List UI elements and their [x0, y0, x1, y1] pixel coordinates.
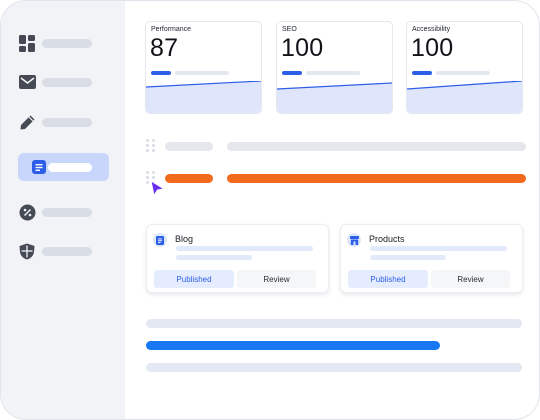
sidebar-label-placeholder	[42, 117, 92, 127]
sidebar-item-edit[interactable]	[18, 108, 109, 136]
metric-trend-graph	[146, 81, 261, 113]
sidebar-item-pages[interactable]	[18, 153, 109, 181]
sidebar-label-placeholder	[42, 246, 92, 256]
document-icon	[153, 233, 167, 247]
metric-trend-graph	[277, 82, 392, 113]
task-card-products[interactable]: Products Published Review	[340, 224, 523, 293]
metric-value: 87	[150, 34, 179, 62]
drag-handle-icon[interactable]	[146, 139, 158, 153]
metric-indicator	[151, 71, 171, 75]
metric-caption-placeholder	[175, 71, 229, 75]
badge-percent-icon	[18, 203, 36, 221]
sidebar-label-placeholder	[42, 38, 92, 48]
metric-value: 100	[281, 34, 324, 62]
task-description-placeholder	[370, 255, 446, 260]
task-card-blog[interactable]: Blog Published Review	[146, 224, 329, 293]
metric-indicator	[412, 71, 432, 75]
published-button[interactable]: Published	[154, 270, 234, 288]
sidebar-item-discounts[interactable]	[18, 198, 109, 226]
review-button[interactable]: Review	[237, 270, 316, 288]
store-icon	[347, 233, 361, 247]
metric-card-seo[interactable]: SEO 100	[276, 21, 393, 114]
sidebar-label-placeholder	[42, 207, 92, 217]
pencil-icon	[18, 113, 36, 131]
mail-icon	[18, 73, 36, 91]
document-icon	[30, 158, 48, 176]
task-title: Products	[369, 234, 405, 244]
sidebar-item-dashboard[interactable]	[18, 29, 109, 57]
row-content-selected[interactable]	[227, 174, 526, 183]
cursor-pointer-icon	[150, 180, 165, 196]
row-content-placeholder	[227, 142, 526, 151]
metric-trend-graph	[407, 81, 522, 113]
metric-caption-placeholder	[306, 71, 360, 75]
row-label-selected[interactable]	[165, 174, 213, 183]
metric-label: SEO	[282, 26, 297, 33]
metric-card-performance[interactable]: Performance 87	[145, 21, 262, 114]
sidebar	[1, 1, 125, 419]
sidebar-item-security[interactable]	[18, 237, 109, 265]
dashboard-icon	[18, 34, 36, 52]
progress-bar	[146, 341, 440, 350]
sidebar-label-placeholder	[48, 162, 92, 172]
metric-caption-placeholder	[436, 71, 490, 75]
metric-card-accessibility[interactable]: Accessibility 100	[406, 21, 523, 114]
content-placeholder-bar	[146, 363, 522, 372]
row-label-placeholder	[165, 142, 213, 151]
shield-icon	[18, 242, 36, 260]
task-title: Blog	[175, 234, 194, 244]
sidebar-item-mail[interactable]	[18, 68, 109, 96]
published-button[interactable]: Published	[348, 270, 428, 288]
metric-label: Accessibility	[412, 26, 451, 33]
metric-indicator	[282, 71, 302, 75]
task-description-placeholder	[370, 246, 507, 251]
content-placeholder-bar	[146, 319, 522, 328]
review-button[interactable]: Review	[431, 270, 510, 288]
metric-label: Performance	[151, 26, 192, 33]
task-description-placeholder	[176, 246, 313, 251]
sidebar-label-placeholder	[42, 77, 92, 87]
metric-value: 100	[411, 34, 454, 62]
task-description-placeholder	[176, 255, 252, 260]
